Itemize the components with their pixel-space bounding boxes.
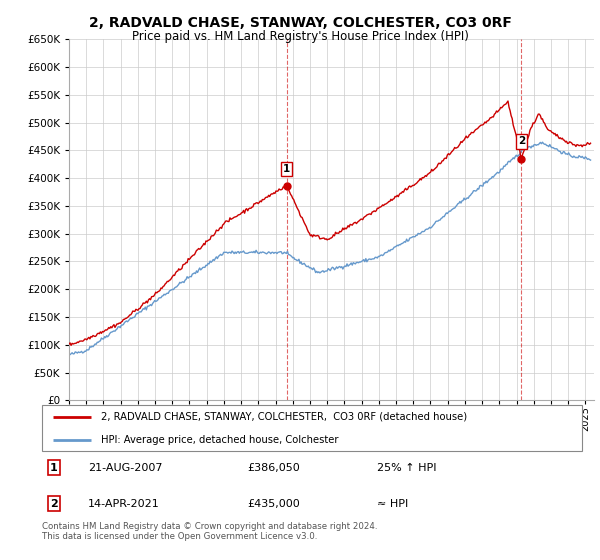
Text: 2: 2	[518, 137, 525, 147]
Text: Price paid vs. HM Land Registry's House Price Index (HPI): Price paid vs. HM Land Registry's House …	[131, 30, 469, 43]
Text: 1: 1	[283, 164, 290, 174]
Text: Contains HM Land Registry data © Crown copyright and database right 2024.
This d: Contains HM Land Registry data © Crown c…	[42, 522, 377, 542]
Text: 21-AUG-2007: 21-AUG-2007	[88, 463, 163, 473]
Text: 2, RADVALD CHASE, STANWAY, COLCHESTER,  CO3 0RF (detached house): 2, RADVALD CHASE, STANWAY, COLCHESTER, C…	[101, 412, 467, 422]
Text: £435,000: £435,000	[247, 499, 300, 509]
Text: 2: 2	[50, 499, 58, 509]
Text: ≈ HPI: ≈ HPI	[377, 499, 408, 509]
Text: 25% ↑ HPI: 25% ↑ HPI	[377, 463, 436, 473]
Text: 14-APR-2021: 14-APR-2021	[88, 499, 160, 509]
Text: HPI: Average price, detached house, Colchester: HPI: Average price, detached house, Colc…	[101, 435, 339, 445]
Text: 1: 1	[50, 463, 58, 473]
Text: £386,050: £386,050	[247, 463, 300, 473]
Text: 2, RADVALD CHASE, STANWAY, COLCHESTER, CO3 0RF: 2, RADVALD CHASE, STANWAY, COLCHESTER, C…	[89, 16, 511, 30]
FancyBboxPatch shape	[42, 405, 582, 451]
